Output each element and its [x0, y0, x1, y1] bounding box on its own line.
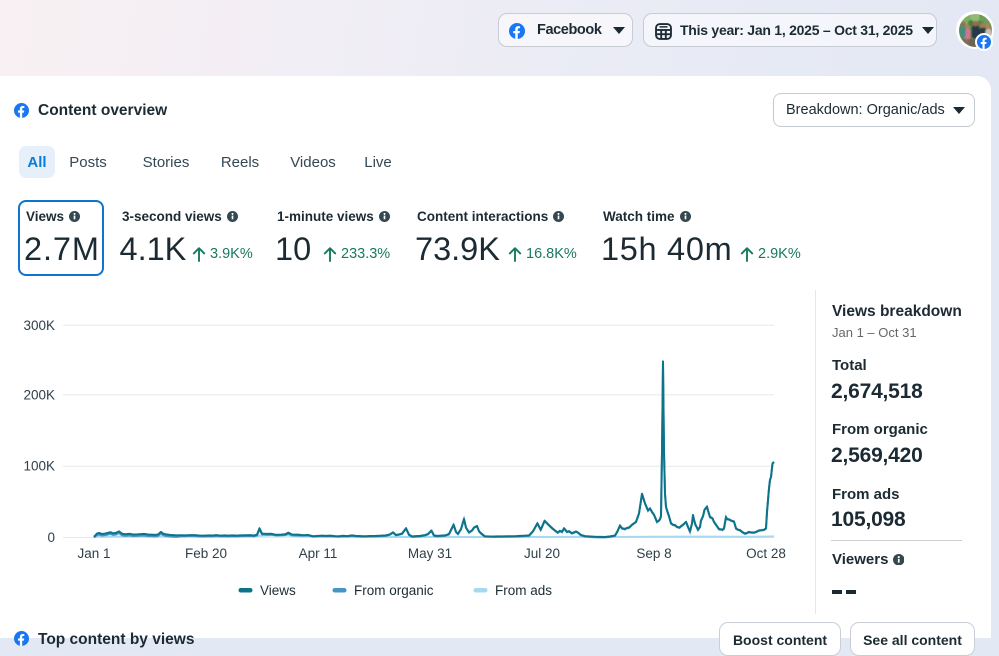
- svg-text:100K: 100K: [23, 459, 55, 474]
- svg-text:May 31: May 31: [408, 546, 452, 561]
- svg-text:Jan 1: Jan 1: [77, 546, 110, 561]
- svg-text:0: 0: [47, 530, 55, 545]
- svg-text:200K: 200K: [23, 387, 55, 402]
- svg-text:From organic: From organic: [354, 583, 434, 598]
- svg-text:Feb 20: Feb 20: [185, 546, 227, 561]
- svg-text:Jul 20: Jul 20: [524, 546, 560, 561]
- svg-text:Sep 8: Sep 8: [636, 546, 671, 561]
- svg-text:From ads: From ads: [495, 583, 552, 598]
- svg-text:Oct 28: Oct 28: [746, 546, 786, 561]
- svg-text:300K: 300K: [23, 318, 55, 333]
- svg-text:Views: Views: [260, 583, 296, 598]
- svg-text:Apr 11: Apr 11: [299, 546, 338, 561]
